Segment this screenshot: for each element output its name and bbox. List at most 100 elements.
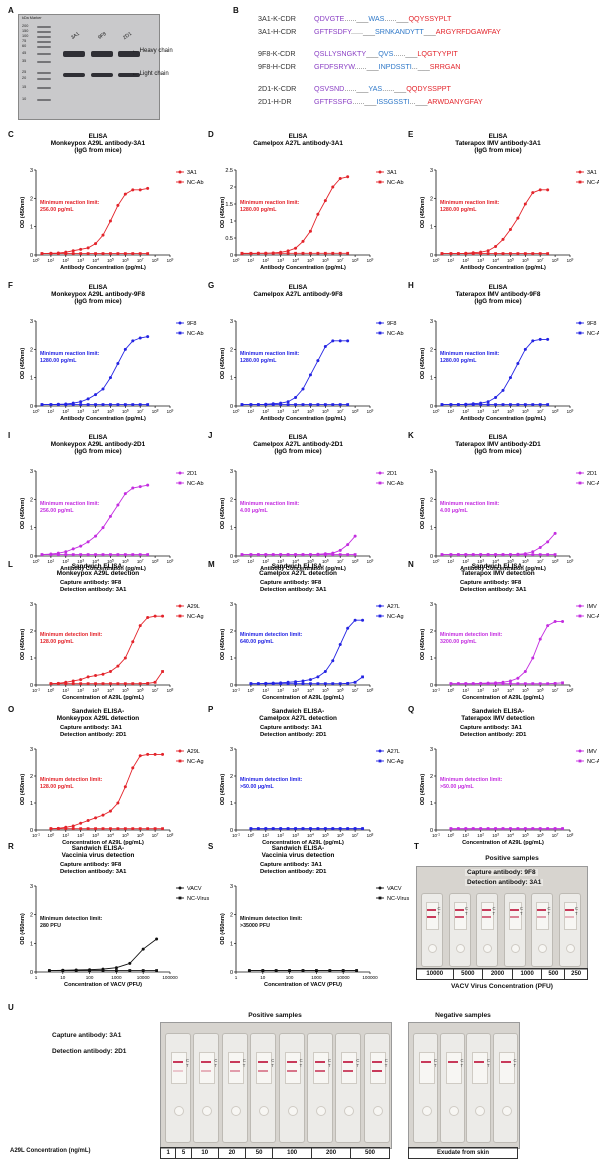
data-point bbox=[456, 553, 460, 556]
cassette-window bbox=[199, 1052, 216, 1084]
data-point bbox=[94, 674, 98, 678]
y-tick-label: 1 bbox=[230, 801, 233, 807]
chart-annotation: Minimum reaction limit: 1280.00 pg/mL bbox=[440, 350, 500, 364]
legend-label: 3A1 bbox=[387, 170, 397, 176]
x-axis-label: Concentration of VACV (PFU) bbox=[64, 982, 142, 988]
cdr-separator: ___ bbox=[366, 49, 379, 58]
y-tick-label: 1 bbox=[430, 526, 433, 532]
y-tick-label: 3 bbox=[30, 319, 33, 325]
data-point bbox=[464, 252, 468, 255]
y-tick-label: 2 bbox=[430, 774, 433, 780]
control-line bbox=[427, 909, 436, 911]
x-tick-label: 100 bbox=[233, 409, 240, 415]
series-line bbox=[50, 671, 163, 685]
x-tick-label: 105 bbox=[122, 833, 129, 839]
data-point bbox=[523, 553, 527, 556]
x-tick-label: 101 bbox=[448, 258, 455, 264]
data-point bbox=[301, 969, 305, 972]
data-point bbox=[553, 553, 557, 556]
y-axis-label: OD (450nm) bbox=[220, 197, 226, 229]
data-point bbox=[56, 827, 60, 831]
chart-title: Sandwich ELISA- bbox=[472, 708, 525, 715]
data-point bbox=[509, 553, 512, 556]
data-point bbox=[146, 335, 150, 339]
x-tick-label: 104 bbox=[292, 409, 299, 415]
data-point bbox=[546, 403, 550, 406]
panel-t-value: 1000 bbox=[511, 968, 543, 980]
chart-title: ELISA bbox=[89, 284, 108, 291]
chart-subtitle: Detection antibody: 2D1 bbox=[60, 732, 127, 738]
x-tick-exponent: 5 bbox=[327, 833, 329, 837]
data-point bbox=[123, 403, 127, 406]
x-tick-label: 10000 bbox=[337, 975, 350, 980]
panel-label-f: F bbox=[8, 281, 13, 290]
data-point bbox=[79, 678, 83, 682]
test-line bbox=[229, 1070, 240, 1072]
x-tick-label: 105 bbox=[107, 559, 114, 565]
sample-well bbox=[455, 944, 465, 953]
x-axis-label: Concentration of A29L (pg/mL) bbox=[462, 695, 544, 701]
x-tick-exponent: 8 bbox=[372, 688, 374, 692]
x-tick-label: 1000 bbox=[111, 975, 122, 980]
x-tick-label: 108 bbox=[552, 559, 559, 565]
data-point bbox=[131, 553, 135, 556]
panel-label-e: E bbox=[408, 130, 414, 139]
legend-label: A27L bbox=[387, 604, 400, 610]
data-point bbox=[131, 252, 135, 255]
control-line bbox=[474, 1061, 484, 1063]
data-point bbox=[271, 827, 275, 831]
data-point bbox=[301, 827, 305, 831]
legend-label: NC-Ag bbox=[187, 614, 204, 620]
x-axis-label: Concentration of VACV (PFU) bbox=[264, 982, 342, 988]
data-point bbox=[101, 387, 105, 391]
x-tick-label: 108 bbox=[352, 258, 359, 264]
data-point bbox=[501, 237, 505, 241]
x-tick-label: 103 bbox=[477, 409, 484, 415]
x-tick-exponent: 9 bbox=[172, 559, 174, 563]
data-point bbox=[71, 679, 75, 683]
legend-marker bbox=[178, 896, 182, 900]
data-point bbox=[449, 553, 453, 556]
data-point bbox=[331, 659, 335, 663]
x-tick-exponent: 5 bbox=[312, 559, 314, 563]
x-tick-exponent: 2 bbox=[67, 258, 69, 262]
y-tick-label: 2 bbox=[230, 185, 233, 191]
data-point bbox=[141, 947, 145, 951]
x-axis-label: Antibody Concentration (pg/mL) bbox=[460, 566, 546, 572]
data-point bbox=[146, 553, 150, 556]
sample-well bbox=[538, 944, 547, 953]
cdr-segment: ARGYRFDGAWFAY bbox=[435, 27, 501, 36]
panel-t-value: 5000 bbox=[452, 968, 484, 980]
data-point bbox=[240, 403, 244, 406]
data-point bbox=[138, 624, 142, 628]
data-point bbox=[523, 347, 527, 351]
data-point bbox=[309, 827, 312, 831]
y-tick-label: 1 bbox=[230, 526, 233, 532]
x-tick-label: 108 bbox=[352, 559, 359, 565]
legend-marker bbox=[578, 614, 582, 618]
x-tick-exponent: 8 bbox=[557, 258, 559, 262]
panel-t-value: 250 bbox=[564, 968, 588, 980]
chart-subtitle: Capture antibody: 9F8 bbox=[460, 580, 522, 586]
gel-marker-header: kDa Marker bbox=[22, 16, 42, 20]
x-tick-label: 100 bbox=[33, 409, 40, 415]
data-point bbox=[86, 252, 90, 255]
panel-t-value: 2000 bbox=[482, 968, 513, 980]
x-tick-exponent: -1 bbox=[237, 833, 240, 837]
data-point bbox=[361, 675, 364, 679]
y-tick-label: 0 bbox=[30, 253, 33, 259]
x-axis-label: Concentration of A29L (pg/mL) bbox=[262, 695, 344, 701]
chart-svg: Sandwich ELISA-Vaccinia virus detection C… bbox=[20, 845, 209, 988]
y-axis-label: OD (450nm) bbox=[420, 774, 426, 806]
data-point bbox=[516, 252, 520, 255]
data-point bbox=[301, 387, 305, 391]
x-tick-label: 109 bbox=[367, 559, 374, 565]
data-point bbox=[316, 553, 320, 556]
x-tick-exponent: 2 bbox=[282, 833, 284, 837]
x-tick-label: 100 bbox=[33, 559, 40, 565]
data-point bbox=[531, 553, 535, 556]
y-tick-label: 3 bbox=[230, 319, 233, 325]
